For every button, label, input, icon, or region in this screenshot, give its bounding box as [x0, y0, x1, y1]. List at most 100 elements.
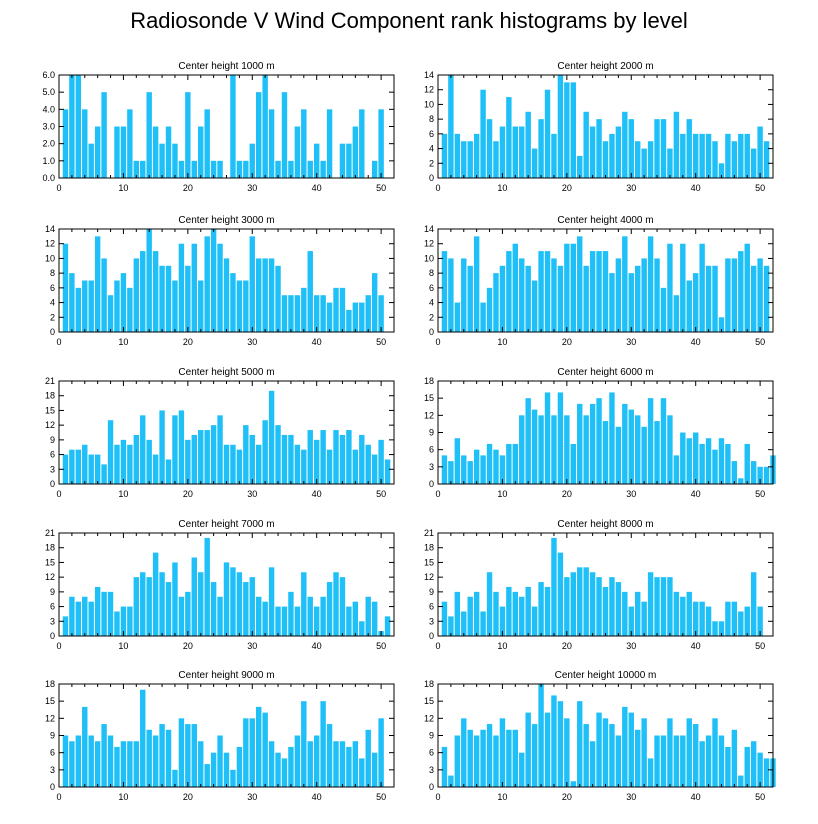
bar [120, 606, 127, 636]
bar [62, 616, 69, 636]
bar [159, 724, 165, 787]
y-tick-label: 12 [424, 713, 434, 723]
bar [204, 236, 210, 332]
bar [493, 449, 499, 484]
bar [133, 258, 140, 332]
bar [133, 577, 140, 636]
bar [531, 724, 538, 787]
bar [114, 280, 120, 332]
x-tick-label: 30 [247, 183, 257, 193]
bar [493, 591, 499, 636]
x-tick-label: 20 [562, 183, 572, 193]
bar [165, 265, 172, 332]
bar [88, 735, 94, 787]
bar [538, 582, 544, 636]
bar [699, 601, 705, 636]
bar [204, 109, 210, 178]
bar [647, 398, 654, 484]
panel-title: Center height 9000 m [178, 670, 274, 681]
bar [127, 444, 133, 484]
bar [744, 443, 750, 484]
bar [230, 75, 236, 178]
bar [461, 611, 467, 636]
bar [557, 75, 564, 178]
bar [262, 712, 268, 787]
bar [88, 280, 94, 332]
bar [301, 701, 307, 787]
bar [172, 280, 178, 332]
bar [256, 596, 262, 636]
bar [705, 133, 712, 178]
bar [738, 478, 744, 484]
bar [692, 273, 699, 332]
panel-5: Center height 5000 m 0 10 20 30 40 50 0 3 6 9 12 15 1… [45, 367, 395, 499]
panel-title: Center height 4000 m [557, 215, 653, 226]
bar [378, 439, 384, 484]
bar [448, 258, 454, 332]
y-tick-label: 14 [424, 224, 434, 234]
bar [441, 601, 448, 636]
bar [557, 265, 564, 332]
bar [191, 434, 197, 484]
bar [262, 75, 268, 178]
bar [531, 606, 538, 636]
bar [152, 552, 159, 636]
y-tick-label: 0 [429, 327, 434, 337]
figure-title: Radiosonde V Wind Component rank histogr… [130, 8, 688, 33]
bar [313, 606, 320, 636]
bar [589, 251, 596, 332]
bar [313, 295, 320, 332]
y-tick-label: 2 [429, 312, 434, 322]
x-tick-label: 30 [626, 792, 636, 802]
y-tick-label: 1.0 [42, 156, 55, 166]
y-tick-label: 21 [45, 528, 55, 538]
bar [480, 729, 486, 787]
bar [120, 741, 127, 787]
bar [268, 741, 275, 787]
bar [101, 92, 107, 178]
y-tick-label: 3 [429, 462, 434, 472]
x-tick-label: 40 [312, 641, 322, 651]
x-tick-label: 20 [183, 792, 193, 802]
panel-3: Center height 3000 m 0 10 20 30 40 50 0 2 4 6 8 10 12… [45, 215, 395, 347]
bar [725, 133, 731, 178]
bar [486, 572, 493, 636]
bar [127, 287, 133, 332]
bar [577, 236, 583, 332]
x-tick-label: 20 [183, 489, 193, 499]
bar [641, 601, 647, 636]
bar [705, 438, 712, 484]
bar [75, 449, 82, 484]
bar [486, 443, 493, 484]
bar [725, 443, 731, 484]
bar [602, 421, 609, 484]
bar [731, 601, 738, 636]
bar [718, 438, 725, 484]
bar [628, 409, 634, 484]
y-tick-label: 6 [429, 129, 434, 139]
y-tick-label: 18 [45, 679, 55, 689]
bar [738, 251, 744, 332]
bar [352, 302, 359, 332]
bar [448, 75, 454, 178]
bar [641, 148, 647, 178]
bar [480, 302, 486, 332]
bar [82, 706, 88, 787]
y-tick-label: 6 [429, 748, 434, 758]
bar [371, 160, 378, 178]
bar [204, 537, 210, 636]
bar [268, 390, 275, 484]
bar [757, 466, 763, 484]
panel-6: Center height 6000 m 0 10 20 30 40 50 0 3 6 9 12 15 1… [424, 367, 776, 499]
y-tick-label: 0 [50, 631, 55, 641]
bar [596, 398, 602, 484]
bar [712, 449, 718, 484]
bar [243, 582, 249, 636]
bar [667, 577, 673, 636]
bar [333, 287, 339, 332]
bar [757, 606, 763, 636]
bar [564, 718, 570, 787]
bar [146, 439, 152, 484]
bar [62, 454, 69, 484]
bar [268, 258, 275, 332]
